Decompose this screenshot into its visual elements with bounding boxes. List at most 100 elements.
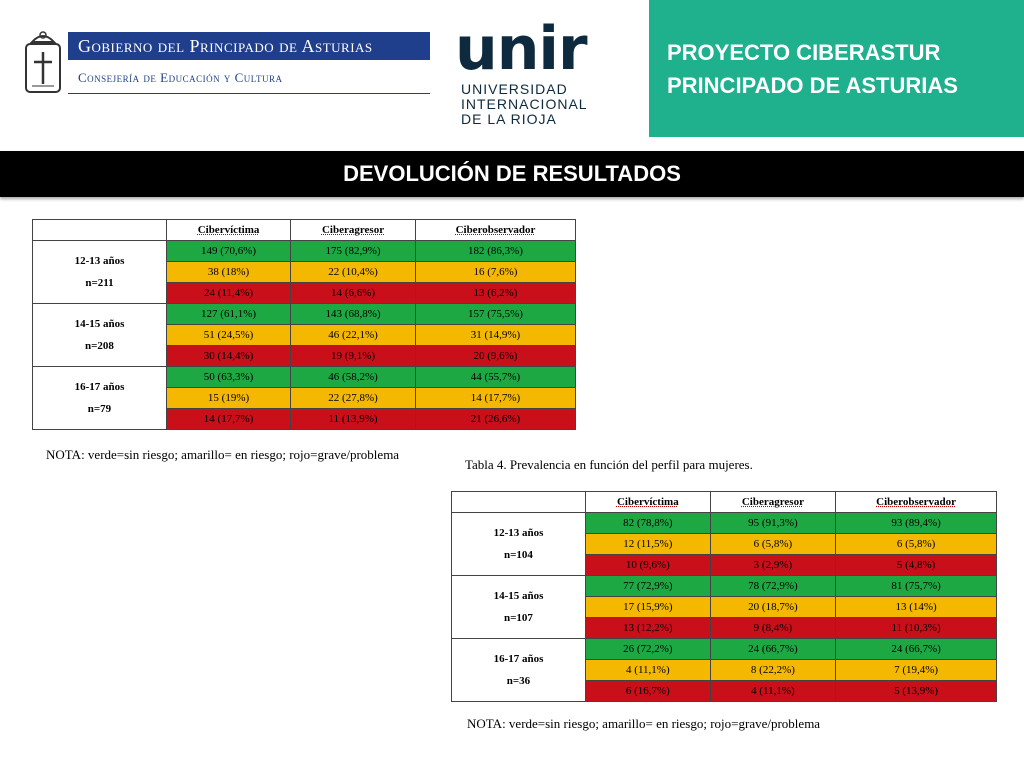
data-cell: 14 (17,7%) [165, 408, 292, 430]
data-cell: 19 (9,1%) [290, 345, 416, 367]
column-header: Ciberagresor [709, 491, 837, 513]
age-group-count: n=79 [87, 403, 112, 415]
section-banner: DEVOLUCIÓN DE RESULTADOS [0, 151, 1024, 197]
data-cell: 26 (72,2%) [585, 638, 711, 660]
table-note: NOTA: verde=sin riesgo; amarillo= en rie… [46, 447, 400, 462]
table-row: 12 (11,5%) 6 (5,8%) 6 (5,8%) [452, 533, 997, 555]
data-cell: 78 (72,9%) [709, 575, 837, 597]
age-group-cell: 14-15 años n=208 [32, 303, 167, 367]
age-group-count: n=36 [506, 675, 531, 687]
table-note: NOTA: verde=sin riesgo; amarillo= en rie… [467, 716, 821, 731]
data-cell: 8 (22,2%) [709, 659, 837, 681]
table-row: 15 (19%) 22 (27,8%) 14 (17,7%) [33, 387, 577, 409]
data-cell: 4 (11,1%) [585, 659, 711, 681]
column-header: Ciberagresor [290, 219, 416, 241]
data-cell: 31 (14,9%) [414, 324, 577, 346]
unir-subtitle: UNIVERSIDAD INTERNACIONAL DE LA RIOJA [461, 82, 588, 127]
table-row: 16-17 años n=79 50 (63,3%) 46 (58,2%) 44 (55… [32, 366, 577, 430]
data-cell: 44 (55,7%) [414, 366, 577, 388]
age-group-count: n=208 [85, 340, 114, 352]
data-cell: 14 (17,7%) [414, 387, 577, 409]
data-cell: 14 (6,6%) [290, 282, 416, 304]
data-cell: 77 (72,9%) [585, 575, 711, 597]
data-cell: 22 (27,8%) [290, 387, 416, 409]
age-group-label: 12-13 años [74, 255, 125, 267]
table-row: 24 (11,4%) 14 (6,6%) 13 (6,2%) [33, 282, 577, 304]
table-row: 16-17 años n=36 26 (72,2%) 24 (66,7%) 24 (66… [451, 638, 997, 702]
data-cell: 82 (78,8%) [585, 512, 711, 534]
data-cell: 24 (11,4%) [165, 282, 292, 304]
data-cell: 175 (82,9%) [290, 240, 416, 262]
data-cell: 16 (7,6%) [414, 261, 577, 283]
gov-title: Gobierno del Principado de Asturias [68, 32, 430, 60]
age-group-cell: 16-17 años n=79 [32, 366, 167, 430]
table-row: 51 (24,5%) 46 (22,1%) 31 (14,9%) [33, 324, 577, 346]
table-row: 10 (9,6%) 3 (2,9%) 5 (4,8%) [452, 554, 997, 576]
age-group-cell: 14-15 años n=107 [451, 575, 586, 639]
table-row: 38 (18%) 22 (10,4%) 16 (7,6%) [33, 261, 577, 283]
data-cell: 5 (4,8%) [835, 554, 997, 576]
gov-subtitle: Consejería de Educación y Cultura [78, 70, 283, 85]
table-header-row: Cibervíctima Ciberagresor Ciberobservador [451, 491, 997, 513]
data-cell: 7 (19,4%) [835, 659, 997, 681]
data-cell: 13 (14%) [835, 596, 997, 618]
table-row: 6 (16,7%) 4 (11,1%) 5 (13,9%) [452, 680, 997, 702]
data-cell: 11 (13,9%) [290, 408, 416, 430]
gobierno-asturias-logo: Gobierno del Principado de Asturias Cons… [24, 30, 430, 100]
prevalence-table-2: Cibervíctima Ciberagresor Ciberobservador 1… [451, 491, 997, 702]
prevalence-table-1: Cibervíctima Ciberagresor Ciberobservador 1… [32, 219, 577, 430]
data-cell: 46 (58,2%) [290, 366, 416, 388]
data-cell: 24 (66,7%) [835, 638, 997, 660]
data-cell: 24 (66,7%) [709, 638, 837, 660]
table-row: 14-15 años n=208 127 (61,1%) 143 (68,8%) 157… [32, 303, 577, 367]
age-group-label: 16-17 años [493, 653, 544, 665]
project-title: PROYECTO CIBERASTUR PRINCIPADO DE ASTURI… [667, 36, 958, 102]
table-row: 12-13 años n=211 149 (70,6%) 175 (82,9%) 182… [32, 240, 577, 304]
table-row: 14 (17,7%) 11 (13,9%) 21 (26,6%) [33, 408, 577, 430]
data-cell: 30 (14,4%) [165, 345, 292, 367]
data-cell: 10 (9,6%) [585, 554, 711, 576]
table-row: 13 (12,2%) 9 (8,4%) 11 (10,3%) [452, 617, 997, 639]
table-row: 17 (15,9%) 20 (18,7%) 13 (14%) [452, 596, 997, 618]
data-cell: 50 (63,3%) [165, 366, 292, 388]
data-cell: 46 (22,1%) [290, 324, 416, 346]
data-cell: 3 (2,9%) [709, 554, 837, 576]
age-group-cell: 12-13 años n=104 [451, 512, 586, 576]
age-group-cell: 16-17 años n=36 [451, 638, 586, 702]
age-group-count: n=104 [504, 549, 533, 561]
data-cell: 6 (5,8%) [835, 533, 997, 555]
data-cell: 5 (13,9%) [835, 680, 997, 702]
data-cell: 157 (75,5%) [414, 303, 577, 325]
table-corner-cell [451, 491, 586, 513]
data-cell: 20 (9,6%) [414, 345, 577, 367]
gov-divider [68, 93, 430, 94]
table-row: 14-15 años n=107 77 (72,9%) 78 (72,9%) 81 (7… [451, 575, 997, 639]
unir-subtitle-line: UNIVERSIDAD [461, 81, 568, 97]
unir-wordmark: unir [455, 14, 588, 84]
age-group-cell: 12-13 años n=211 [32, 240, 167, 304]
table-row: 30 (14,4%) 19 (9,1%) 20 (9,6%) [33, 345, 577, 367]
data-cell: 6 (16,7%) [585, 680, 711, 702]
project-box: PROYECTO CIBERASTUR PRINCIPADO DE ASTURI… [649, 0, 1024, 137]
column-header: Cibervíctima [585, 491, 711, 513]
data-cell: 51 (24,5%) [165, 324, 292, 346]
data-cell: 127 (61,1%) [165, 303, 292, 325]
data-cell: 95 (91,3%) [709, 512, 837, 534]
unir-subtitle-line: INTERNACIONAL [461, 96, 588, 112]
data-cell: 182 (86,3%) [414, 240, 577, 262]
age-group-label: 14-15 años [493, 590, 544, 602]
data-cell: 38 (18%) [165, 261, 292, 283]
data-cell: 81 (75,7%) [835, 575, 997, 597]
table-corner-cell [32, 219, 167, 241]
data-cell: 149 (70,6%) [165, 240, 292, 262]
data-cell: 21 (26,6%) [414, 408, 577, 430]
age-group-label: 16-17 años [74, 381, 125, 393]
asturias-crest-icon [25, 31, 61, 93]
data-cell: 11 (10,3%) [835, 617, 997, 639]
age-group-count: n=211 [85, 277, 114, 289]
unir-subtitle-line: DE LA RIOJA [461, 111, 557, 127]
data-cell: 93 (89,4%) [835, 512, 997, 534]
data-cell: 13 (12,2%) [585, 617, 711, 639]
data-cell: 22 (10,4%) [290, 261, 416, 283]
table-caption: Tabla 4. Prevalencia en función del perf… [465, 457, 753, 472]
